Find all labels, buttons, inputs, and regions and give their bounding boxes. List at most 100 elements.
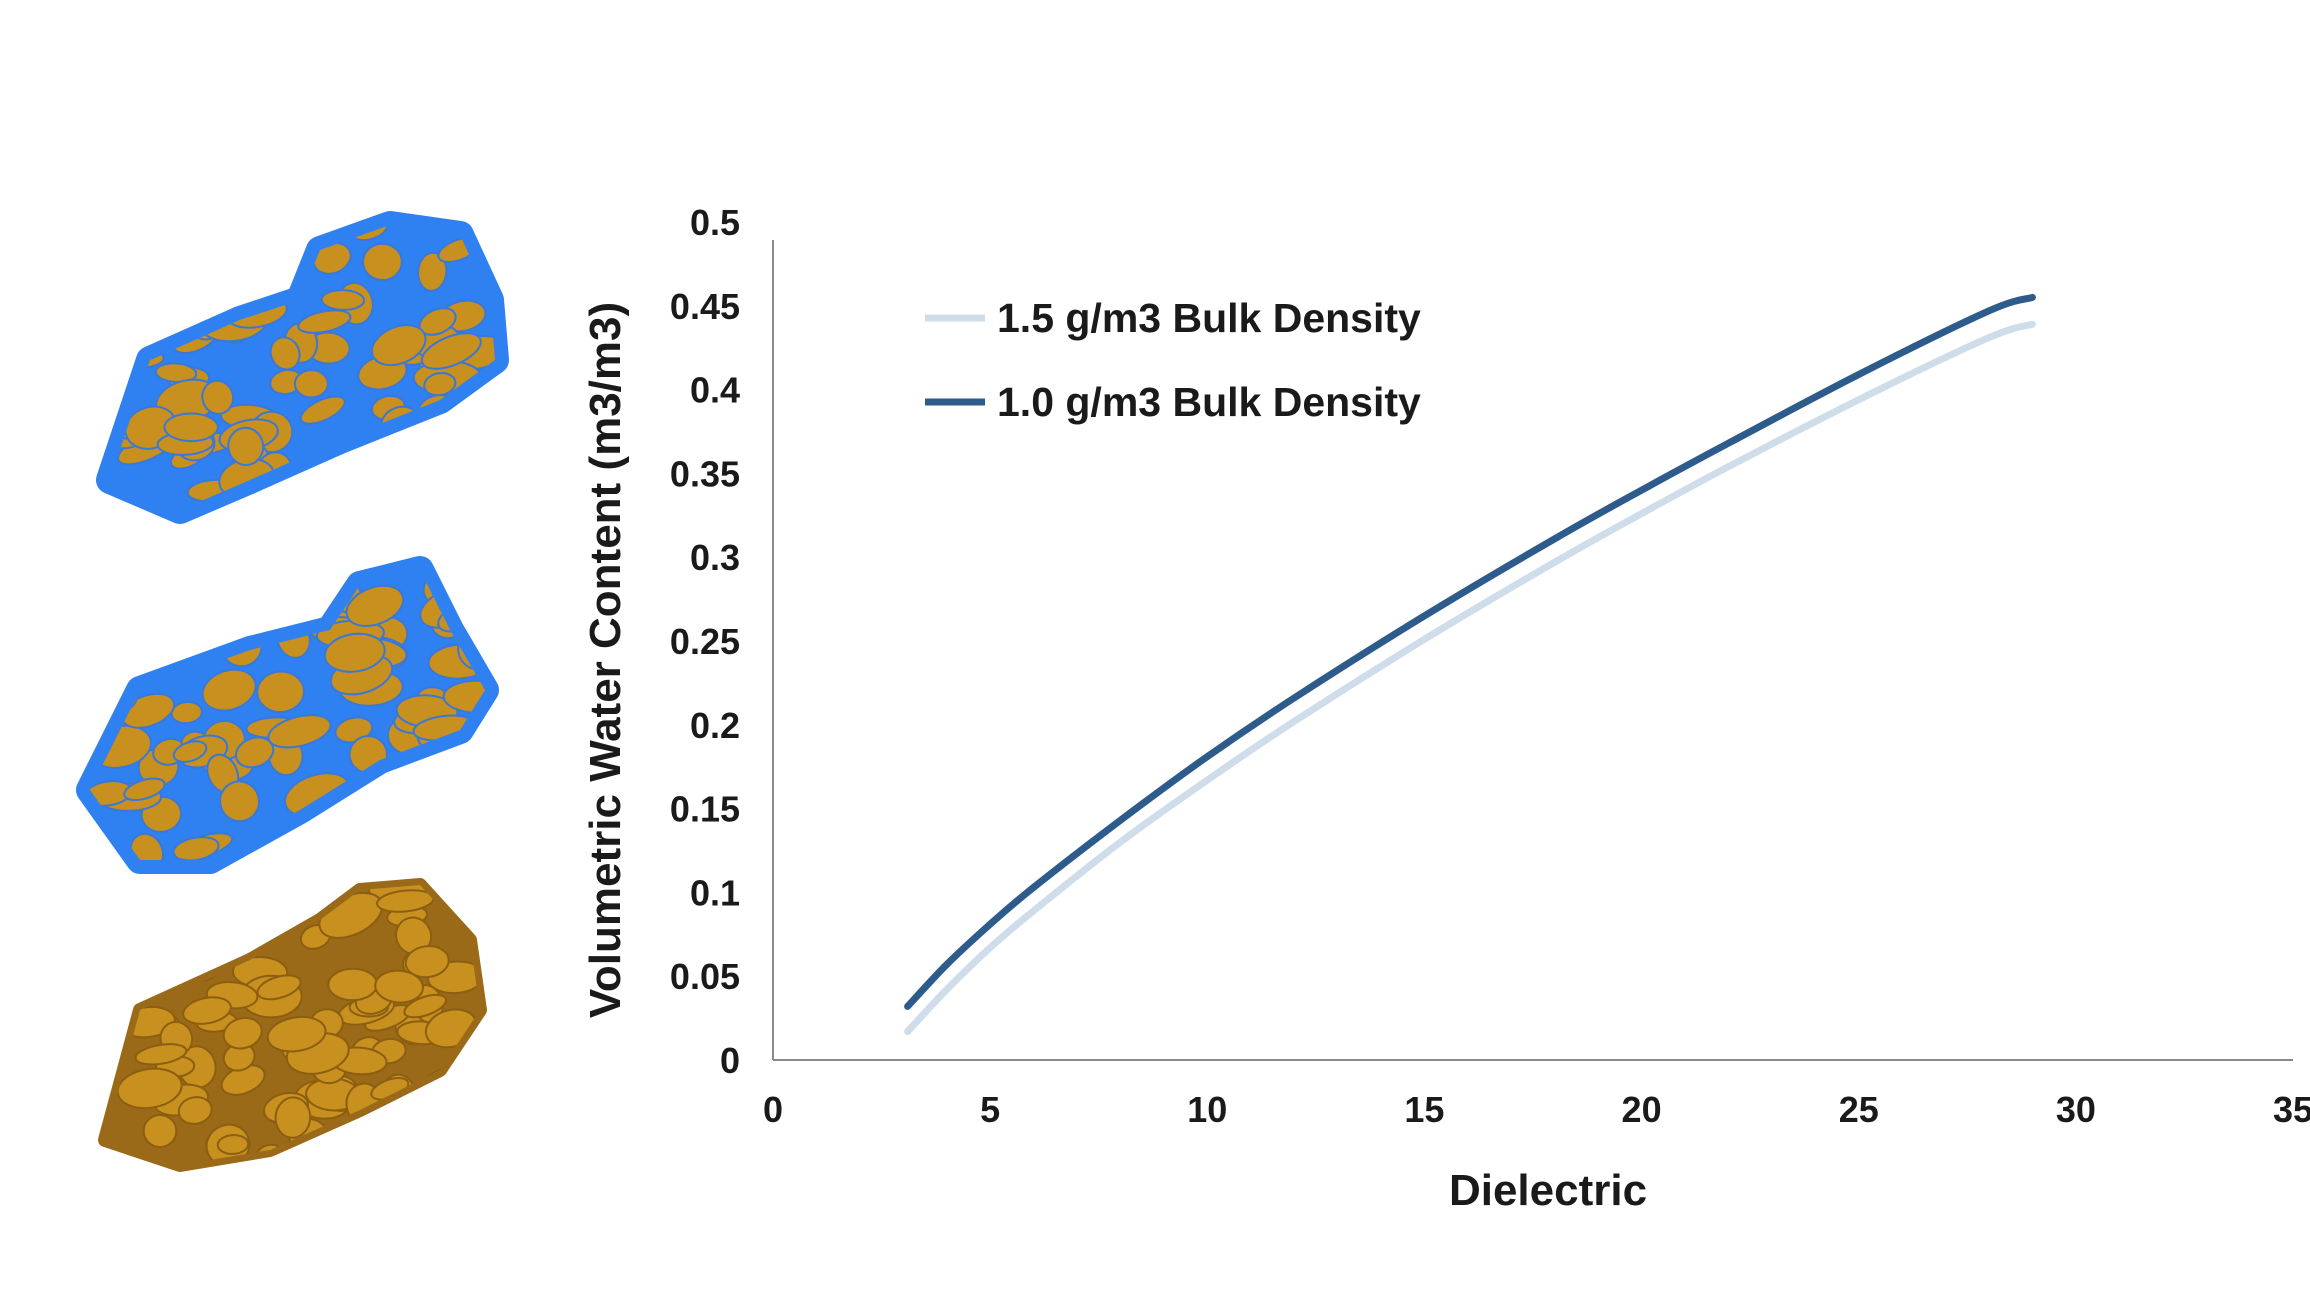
x-tick-label: 35: [2273, 1089, 2310, 1130]
soil-grain: [116, 901, 174, 942]
soil-grain: [406, 1100, 440, 1122]
x-tick-label: 25: [1839, 1089, 1879, 1130]
soil-grain: [159, 940, 206, 968]
soil-grain: [269, 336, 301, 371]
soil-grain: [111, 225, 158, 257]
soil-grain: [324, 825, 358, 860]
soil-grain: [162, 885, 218, 900]
soil-grain: [134, 225, 200, 263]
soil-grain: [135, 225, 190, 238]
soil-grain: [297, 309, 352, 334]
soil-grain: [202, 888, 236, 919]
x-tick-label: 10: [1187, 1089, 1227, 1130]
soil-grain: [163, 412, 219, 443]
series-line-2: [904, 293, 2036, 1010]
legend-label-2: 1.0 g/m3 Bulk Density: [997, 379, 1421, 425]
saturated-soil-illustration: [96, 211, 509, 524]
soil-grain: [105, 1001, 128, 1037]
soil-grain: [403, 993, 448, 1019]
soil-grain: [184, 225, 232, 245]
soil-grain: [182, 893, 216, 933]
soil-grain: [420, 332, 482, 370]
soil-grain: [195, 589, 250, 621]
dry-soil-illustration: [98, 878, 487, 1172]
soil-grain: [139, 302, 173, 332]
moist-soil-illustration: [76, 556, 499, 874]
soil-grain: [427, 1081, 474, 1116]
soil-grain: [227, 589, 280, 626]
soil-grain: [154, 362, 198, 384]
soil-grain: [427, 787, 460, 819]
soil-grain: [434, 433, 495, 464]
soil-grain: [110, 280, 147, 314]
soil-grain: [435, 465, 495, 504]
soil-grain: [220, 234, 269, 267]
soil-grain: [437, 436, 482, 463]
y-tick-label: 0.15: [670, 789, 740, 830]
soil-grain: [105, 936, 150, 959]
legend: 1.5 g/m3 Bulk Density 1.0 g/m3 Bulk Densi…: [925, 295, 1421, 425]
soil-grain: [110, 243, 156, 286]
soil-grain: [112, 570, 150, 599]
soil-grain: [215, 603, 260, 632]
soil-grain: [139, 915, 174, 946]
soil-grain: [172, 836, 220, 860]
soil-grain: [126, 587, 180, 617]
soil-grain: [110, 292, 158, 329]
y-tick-label: 0.3: [690, 537, 740, 578]
soil-grain: [256, 670, 305, 714]
y-tick-label: 0.05: [670, 956, 740, 997]
soil-grain: [134, 1043, 188, 1066]
soil-grain: [407, 790, 453, 830]
soil-grain: [201, 379, 235, 415]
series-layer: [904, 293, 2036, 1035]
soil-grain: [177, 1096, 213, 1125]
soil-grain: [375, 1122, 410, 1162]
x-tick-labels: 0 5 10 15 20 25 30 35: [763, 1089, 2310, 1130]
soil-grain: [150, 917, 192, 960]
soil-grain: [232, 229, 302, 264]
soil-grain: [123, 777, 166, 802]
soil-grain: [142, 1113, 178, 1149]
soil-grain: [166, 896, 207, 940]
soil-grain: [90, 595, 118, 629]
soil-grain: [222, 1016, 263, 1050]
soil-grain: [216, 1134, 250, 1155]
soil-grain: [253, 885, 285, 905]
soil-grain: [187, 597, 222, 623]
soil-grain: [234, 736, 275, 769]
series-line-1: [904, 320, 2036, 1035]
soil-grain: [343, 1132, 393, 1157]
soil-grain: [274, 1096, 312, 1139]
x-tick-label: 0: [763, 1089, 783, 1130]
soil-grain: [342, 479, 396, 510]
soil-grain: [264, 885, 302, 908]
y-tick-label: 0.35: [670, 453, 740, 494]
x-tick-label: 15: [1404, 1089, 1444, 1130]
soil-grain: [120, 243, 152, 282]
soil-grain: [110, 589, 175, 629]
soil-grain: [327, 967, 379, 1002]
soil-grain: [293, 369, 329, 399]
soil-grain: [105, 885, 153, 913]
soil-grain: [128, 925, 170, 951]
soil-grain: [362, 242, 403, 282]
soil-grain: [443, 570, 485, 595]
soil-grain: [238, 570, 303, 602]
soil-grain: [370, 324, 427, 367]
soil-grain: [323, 632, 386, 673]
soil-grain: [123, 592, 182, 635]
soil-grain: [100, 621, 136, 655]
y-tick-label: 0.2: [690, 705, 740, 746]
soil-grain: [320, 289, 366, 311]
soil-grain: [210, 885, 244, 920]
soil-illustrations: [76, 211, 509, 1172]
soil-grain: [364, 1140, 420, 1165]
soil-grain: [136, 603, 174, 631]
soil-grain: [404, 945, 450, 979]
y-tick-label: 0.1: [690, 872, 740, 913]
soil-grain: [266, 1015, 327, 1053]
soil-grain: [267, 714, 332, 749]
soil-grain: [172, 740, 208, 763]
